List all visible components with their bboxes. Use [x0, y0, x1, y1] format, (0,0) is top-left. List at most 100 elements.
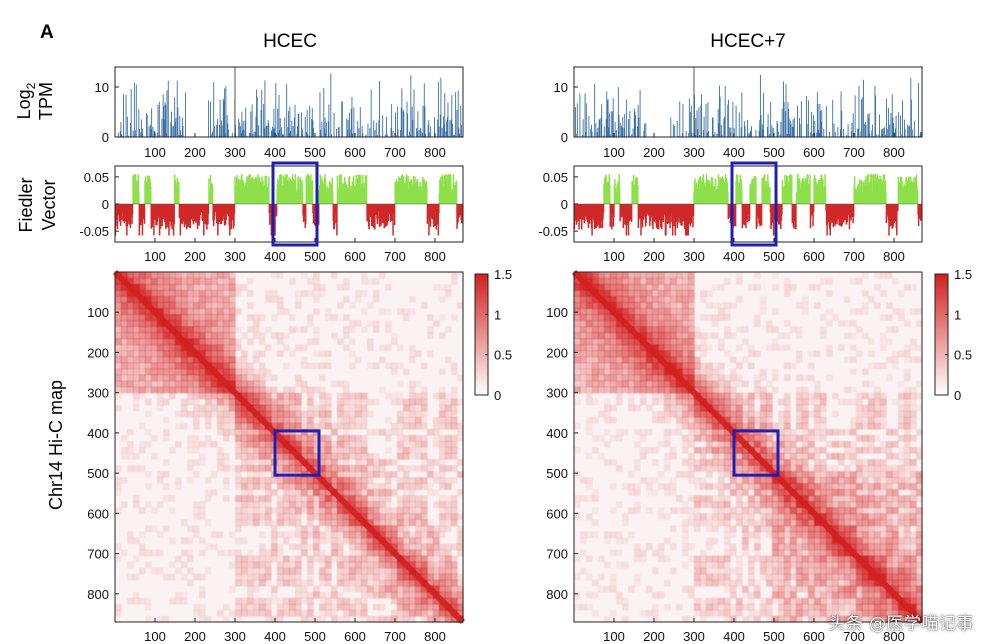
heatmap-cell	[730, 392, 737, 400]
heatmap-cell	[325, 567, 332, 575]
heatmap-cell	[223, 398, 230, 406]
heatmap-cell	[640, 278, 647, 285]
heatmap-cell	[688, 272, 695, 279]
heatmap-cell	[445, 465, 452, 472]
heatmap-cell	[193, 278, 200, 285]
heatmap-cell	[283, 362, 290, 370]
heatmap-cell	[151, 338, 158, 346]
heatmap-cell	[664, 374, 671, 382]
heatmap-cell	[241, 447, 248, 454]
heatmap-cell	[904, 368, 911, 376]
heatmap-cell	[337, 338, 344, 346]
heatmap-cell	[283, 404, 290, 412]
heatmap-cell	[403, 422, 410, 430]
heatmap-cell	[670, 278, 677, 285]
heatmap-cell	[349, 320, 356, 327]
heatmap-cell	[421, 591, 428, 599]
heatmap-cell	[844, 356, 851, 364]
heatmap-cell	[259, 507, 266, 514]
heatmap-cell	[439, 392, 446, 400]
heatmap-cell	[580, 284, 587, 291]
heatmap-cell	[586, 290, 593, 297]
heatmap-cell	[343, 579, 350, 587]
heatmap-cell	[718, 380, 725, 388]
heatmap-cell	[307, 579, 314, 587]
heatmap-cell	[349, 495, 356, 502]
fiedler-xtick-label: 100	[603, 249, 625, 264]
heatmap-cell	[121, 314, 128, 321]
heatmap-cell	[283, 422, 290, 430]
heatmap-cell	[253, 465, 260, 472]
heatmap-cell	[580, 272, 587, 279]
heatmap-cell	[127, 290, 134, 297]
heatmap-cell	[580, 308, 587, 315]
heatmap-cell	[355, 555, 362, 563]
heatmap-cell	[451, 585, 458, 593]
heatmap-cell	[169, 537, 176, 545]
fiedler-xtick-label: 400	[264, 249, 286, 264]
heatmap-cell	[313, 483, 320, 490]
heatmap-cell	[862, 392, 869, 400]
heatmap-cell	[427, 525, 434, 533]
heatmap-cell	[295, 609, 302, 617]
heatmap-cell	[247, 314, 254, 321]
heatmap-cell	[277, 483, 284, 490]
heatmap-cell	[433, 392, 440, 400]
heatmap-cell	[784, 374, 791, 382]
heatmap-cell	[784, 422, 791, 430]
heatmap-cell	[277, 507, 284, 514]
heatmap-cell	[235, 471, 242, 478]
heatmap-cell	[313, 326, 320, 333]
heatmap-cell	[343, 398, 350, 406]
heatmap-cell	[349, 302, 356, 309]
heatmap-cell	[151, 344, 158, 352]
expression-ytick-label: 10	[554, 80, 568, 95]
heatmap-cell	[736, 362, 743, 370]
fiedler-ytick-label: 0.05	[84, 170, 109, 185]
heatmap-cell	[826, 374, 833, 382]
heatmap-cell	[433, 477, 440, 484]
heatmap-cell	[439, 332, 446, 339]
heatmap-cell	[331, 447, 338, 454]
heatmap-cell	[712, 386, 719, 394]
heatmap-cell	[676, 302, 683, 309]
heatmap-cell	[433, 459, 440, 466]
heatmap-cell	[409, 410, 416, 418]
heatmap-cell	[670, 380, 677, 388]
heatmap-cell	[622, 380, 629, 388]
heatmap-cell	[265, 404, 272, 412]
heatmap-cell	[175, 344, 182, 352]
heatmap-cell	[802, 398, 809, 406]
heatmap-cell	[325, 398, 332, 406]
heatmap-cell	[289, 434, 296, 442]
heatmap-cell	[163, 362, 170, 370]
heatmap-cell	[145, 483, 152, 490]
heatmap-cell	[355, 453, 362, 460]
heatmap-cell	[790, 326, 797, 333]
heatmap-cell	[652, 362, 659, 370]
heatmap-cell	[361, 447, 368, 454]
heatmap-cell	[439, 404, 446, 412]
heatmap-cell	[403, 501, 410, 508]
heatmap-cell	[616, 278, 623, 285]
heatmap-cell	[421, 398, 428, 406]
heatmap-cell	[433, 561, 440, 569]
heatmap-cell	[451, 573, 458, 581]
heatmap-cell	[247, 290, 254, 297]
heatmap-cell	[439, 440, 446, 448]
heatmap-cell	[415, 567, 422, 575]
heatmap-cell	[433, 422, 440, 430]
heatmap-cell	[904, 386, 911, 394]
heatmap-cell	[307, 386, 314, 394]
heatmap-cell	[205, 440, 212, 448]
heatmap-cell	[235, 398, 242, 406]
heatmap-cell	[415, 531, 422, 539]
heatmap-cell	[391, 392, 398, 400]
heatmap-cell	[193, 362, 200, 370]
heatmap-cell	[181, 308, 188, 315]
heatmap-cell	[379, 519, 386, 527]
heatmap-cell	[445, 447, 452, 454]
heatmap-cell	[898, 404, 905, 412]
heatmap-cell	[139, 278, 146, 285]
heatmap-cell	[457, 549, 464, 557]
